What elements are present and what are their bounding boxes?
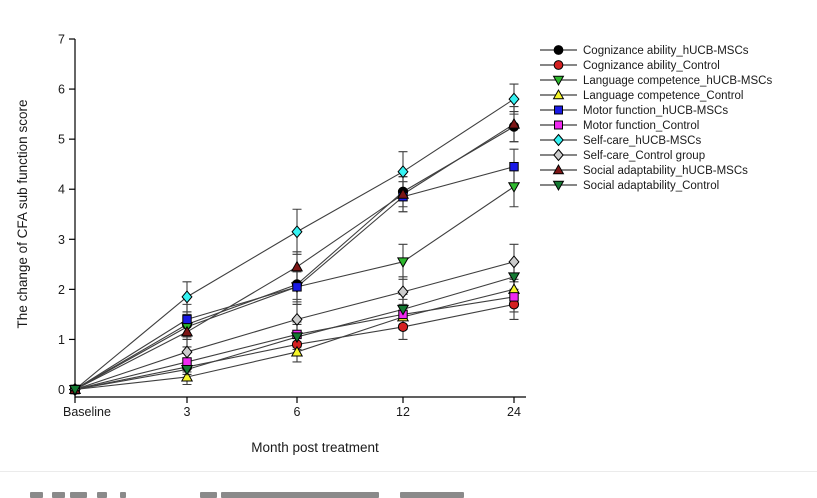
- triangle-up-marker: [552, 164, 565, 175]
- triangle-down-marker: [552, 75, 565, 86]
- caption-fragment: [120, 492, 126, 498]
- y-tick-label: 5: [58, 133, 65, 147]
- legend-item: Self-care_hUCB-MSCs: [540, 133, 701, 147]
- square-marker: [554, 105, 563, 115]
- legend-item: Cognizance ability_hUCB-MSCs: [540, 45, 749, 57]
- square-marker: [292, 282, 302, 292]
- circle-marker: [397, 321, 409, 333]
- y-tick-label: 2: [58, 283, 65, 297]
- triangle-down-marker: [290, 332, 304, 344]
- y-tick-label: 3: [58, 233, 65, 247]
- legend-item: Language competence_hUCB-MSCs: [540, 75, 772, 87]
- diamond-marker: [181, 290, 193, 304]
- legend-item: Motor function_hUCB-MSCs: [540, 105, 728, 117]
- legend-label: Social adaptability_hUCB-MSCs: [583, 165, 748, 177]
- triangle-up-marker: [180, 325, 194, 337]
- x-tick-label: 6: [294, 405, 301, 419]
- caption-fragment: [30, 492, 43, 498]
- circle-marker: [553, 60, 564, 70]
- triangle-up-marker: [552, 89, 565, 100]
- diamond-marker: [181, 345, 193, 359]
- x-tick-label: 12: [396, 405, 410, 419]
- caption-fragment: [200, 492, 217, 498]
- diamond-marker: [397, 165, 409, 179]
- triangle-up-marker: [180, 370, 194, 382]
- diamond-marker: [291, 312, 303, 326]
- x-axis-title: Month post treatment: [251, 440, 379, 455]
- triangle-up-marker: [290, 260, 304, 272]
- diamond-marker: [291, 225, 303, 239]
- y-tick-label: 4: [58, 183, 65, 197]
- legend-label: Language competence_hUCB-MSCs: [583, 75, 772, 87]
- y-tick-label: 6: [58, 83, 65, 97]
- y-tick-label: 1: [58, 333, 65, 347]
- section-divider: [0, 471, 817, 472]
- legend-label: Cognizance ability_hUCB-MSCs: [583, 45, 749, 57]
- diamond-marker: [553, 148, 564, 162]
- caption-fragment: [52, 492, 65, 498]
- triangle-down-marker: [396, 304, 410, 316]
- data-markers: [68, 92, 521, 397]
- diamond-marker: [508, 92, 520, 106]
- square-marker: [182, 314, 192, 325]
- legend-item: Self-care_Control group: [540, 148, 705, 162]
- diamond-marker: [553, 133, 564, 147]
- legend-label: Language competence_Control: [583, 90, 743, 102]
- caption-fragment: [221, 492, 379, 498]
- legend-item: Motor function_Control: [540, 120, 699, 132]
- legend-label: Motor function_hUCB-MSCs: [583, 105, 728, 117]
- y-tick-label: 0: [58, 383, 65, 397]
- triangle-up-marker: [507, 117, 521, 129]
- legend-item: Social adaptability_hUCB-MSCs: [540, 164, 748, 177]
- legend-label: Self-care_Control group: [583, 150, 705, 162]
- diamond-marker: [397, 285, 409, 299]
- legend: Cognizance ability_hUCB-MSCs Cognizance a…: [540, 45, 772, 192]
- triangle-down-marker: [396, 257, 410, 269]
- triangle-down-marker: [180, 364, 194, 376]
- x-tick-label: 24: [507, 405, 521, 419]
- triangle-up-marker: [290, 345, 304, 357]
- caption-fragment: [400, 492, 464, 498]
- legend-item: Cognizance ability_Control: [540, 60, 720, 72]
- legend-label: Social adaptability_Control: [583, 180, 719, 192]
- x-tick-label: Baseline: [63, 405, 111, 419]
- square-marker: [509, 292, 519, 302]
- circle-marker: [553, 45, 564, 55]
- square-marker: [554, 120, 563, 130]
- triangle-down-marker: [68, 385, 82, 396]
- square-marker: [182, 357, 192, 367]
- x-tick-label: 3: [184, 405, 191, 419]
- y-axis-title: The change of CFA sub function score: [15, 100, 30, 329]
- cropped-caption-strip: [0, 492, 817, 498]
- triangle-down-marker: [552, 180, 565, 191]
- square-marker: [509, 161, 519, 172]
- legend-item: Language competence_Control: [540, 89, 743, 102]
- triangle-down-marker: [507, 272, 521, 284]
- legend-label: Self-care_hUCB-MSCs: [583, 135, 701, 147]
- triangle-up-marker: [507, 283, 521, 294]
- diamond-marker: [508, 255, 520, 269]
- caption-fragment: [97, 492, 107, 498]
- caption-fragment: [70, 492, 87, 498]
- triangle-down-marker: [507, 182, 521, 193]
- legend-item: Social adaptability_Control: [540, 180, 719, 192]
- legend-label: Motor function_Control: [583, 120, 699, 132]
- legend-label: Cognizance ability_Control: [583, 60, 720, 72]
- triangle-up-marker: [396, 188, 410, 199]
- y-tick-label: 7: [58, 33, 65, 47]
